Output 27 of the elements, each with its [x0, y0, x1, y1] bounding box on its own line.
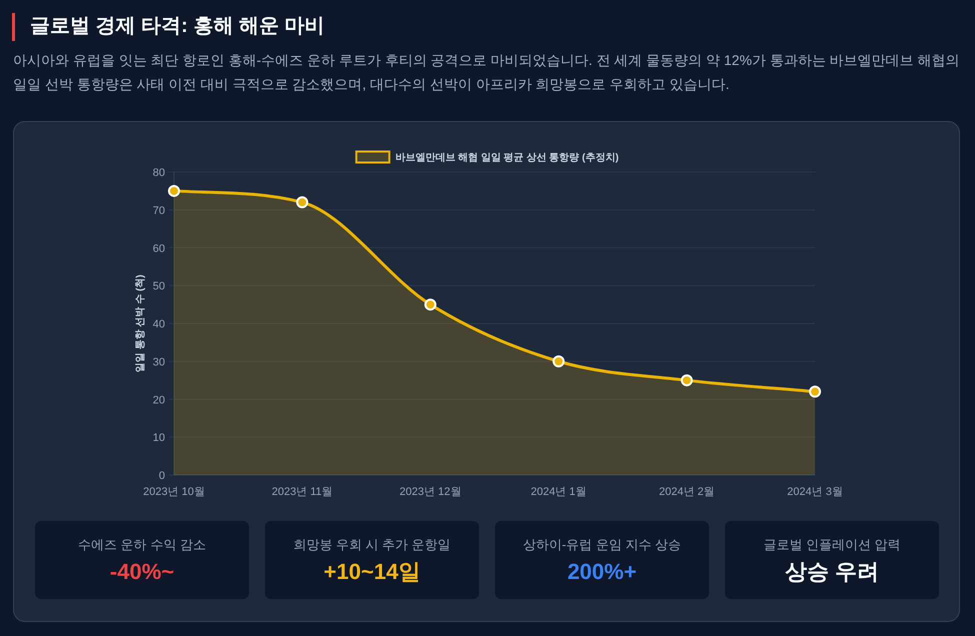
- y-tick-label: 80: [152, 167, 165, 179]
- x-tick-label: 2023년 10월: [143, 486, 205, 498]
- x-tick-label: 2024년 3월: [787, 486, 843, 498]
- text: 수에즈 운하 수익 감소: [77, 536, 207, 554]
- text: 희망봉 우회 시 추가 운항일: [292, 536, 452, 554]
- y-tick-label: 70: [152, 204, 165, 217]
- y-tick-label: 0: [158, 470, 165, 482]
- chart-subtitle: 아시아와 유럽을 잇는 최단 항로인 홍해-수에즈 운하 루트가 후티의 공격으로 마비되었습니다. 전 세계 물동량의 약 12%가 통과하는 바브엘만데브 해협의 일일 선박 통항량은 사태 이전 대비 극적으로 감소했으며, 대다수의 선박이 아프리카 희망봉으로 우회하고 있습니다.: [13, 51, 961, 94]
- y-tick-label: 40: [152, 318, 165, 330]
- text: +10~14일: [322, 558, 422, 586]
- y-tick-label: 60: [152, 242, 165, 255]
- y-tick-label: 10: [152, 432, 165, 444]
- y-axis-title: 일일 통항 선박 수 (척): [135, 274, 146, 372]
- x-tick-label: 2024년 1월: [530, 486, 586, 498]
- text: 글로벌 인플레이션 압력: [762, 536, 902, 554]
- y-tick-label: 30: [152, 356, 165, 368]
- x-tick-label: 2024년 2월: [658, 486, 715, 498]
- text: 200%+: [566, 558, 638, 586]
- y-tick-label: 50: [152, 280, 165, 293]
- x-tick-label: 2023년 12월: [400, 486, 462, 498]
- text: -40%~: [108, 558, 176, 586]
- chart-title: 글로벌 경제 타격: 홍해 해운 마비: [30, 14, 324, 39]
- text: 상하이-유럽 운임 지수 상승: [522, 536, 682, 554]
- legend-label: 바브엘만데브 해협 일일 평균 상선 통항량 (추정치): [395, 152, 619, 164]
- text: 상승 우려: [784, 558, 880, 586]
- y-tick-label: 20: [152, 394, 165, 406]
- x-tick-label: 2023년 11월: [272, 486, 333, 498]
